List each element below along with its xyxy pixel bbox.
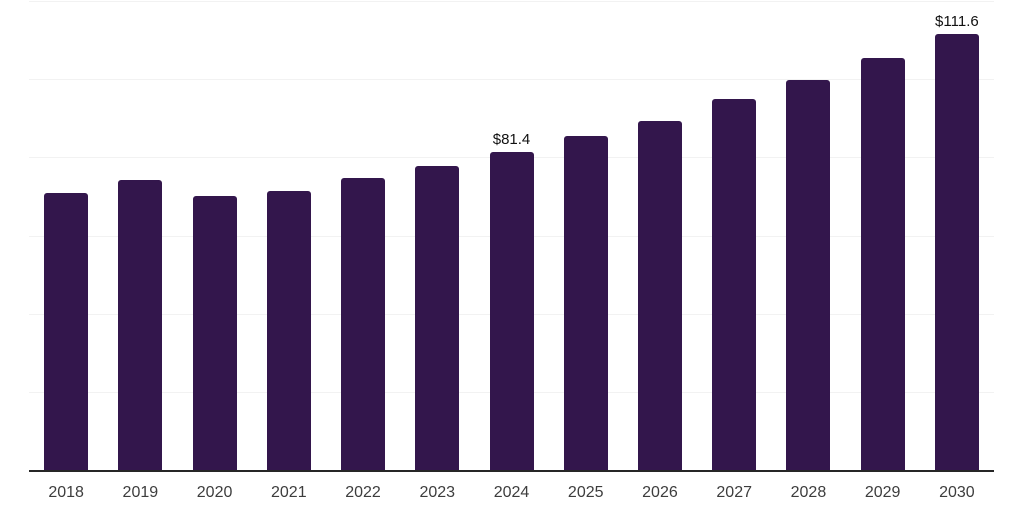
bar-2026	[637, 120, 682, 470]
x-tick-label-2030: 2030	[939, 484, 975, 501]
bar-2019	[118, 180, 163, 470]
x-axis-labels: 2018 2019 2020 2021 2022 2023 2024 2025 2026 2027…	[29, 483, 994, 505]
bar-2028	[786, 79, 831, 470]
bar-2025	[563, 135, 608, 470]
bar-2027	[712, 99, 757, 470]
x-tick-label-2025: 2025	[567, 484, 604, 501]
bar-2021	[266, 191, 311, 470]
bar-2029	[860, 58, 905, 470]
x-tick-label-2019: 2019	[122, 484, 159, 501]
x-tick-label-2029: 2029	[864, 484, 901, 501]
gridline-y-100	[29, 79, 994, 81]
data-label-2024: $81.4	[492, 130, 531, 148]
x-tick-label-2022: 2022	[345, 484, 381, 501]
plot-area: $81.4 $111.6	[29, 1, 994, 472]
x-tick-label-2028: 2028	[790, 484, 827, 501]
x-tick-label-2024: 2024	[493, 484, 530, 501]
bar-2020	[192, 196, 237, 470]
x-tick-label-2027: 2027	[716, 484, 752, 501]
bar-2022	[341, 178, 386, 470]
x-tick-label-2018: 2018	[48, 484, 84, 501]
x-tick-label-2020: 2020	[196, 484, 233, 501]
bar-2030	[934, 33, 979, 470]
x-tick-label-2026: 2026	[642, 484, 678, 501]
x-tick-label-2023: 2023	[419, 484, 456, 501]
bar-2023	[415, 165, 460, 470]
x-tick-label-2021: 2021	[271, 484, 307, 501]
gridline-y-120	[29, 1, 994, 2]
data-label-2030: $111.6	[935, 12, 979, 30]
bar-2024	[489, 151, 534, 470]
bar-2018	[44, 192, 89, 470]
